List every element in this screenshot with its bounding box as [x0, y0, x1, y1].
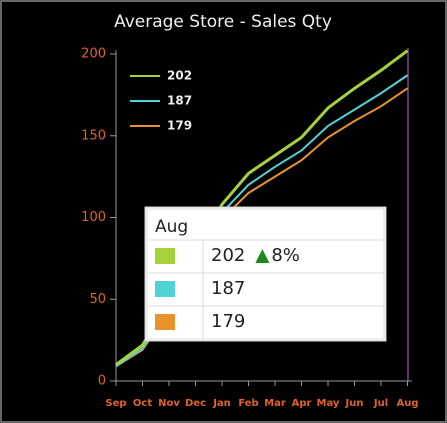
x-tick-label: Sep — [105, 398, 126, 409]
legend-label: 187 — [167, 94, 192, 108]
x-tick-label: Mar — [264, 398, 286, 409]
tooltip: Aug 202 8% 187 179 — [144, 206, 387, 342]
x-tick-label: Jul — [373, 398, 388, 409]
x-tick-label: Aug — [396, 398, 418, 409]
y-tick-label: 100 — [81, 210, 106, 225]
x-tick-label: Oct — [133, 398, 152, 409]
tooltip-box — [144, 206, 387, 342]
x-tick-label: Dec — [185, 398, 206, 409]
y-tick-label: 50 — [89, 292, 106, 307]
tooltip-inner — [146, 208, 385, 340]
y-tick-label: 200 — [81, 47, 106, 62]
tooltip-swatch — [155, 248, 175, 264]
tooltip-swatch — [155, 281, 175, 297]
y-tick-label: 0 — [98, 374, 106, 389]
tooltip-value: 179 — [211, 311, 245, 332]
legend: 202 187 179 — [130, 69, 192, 133]
tooltip-title: Aug — [155, 217, 188, 237]
chart-title: Average Store - Sales Qty — [114, 12, 332, 32]
x-tick-label: Feb — [238, 398, 258, 409]
x-tick-label: Apr — [292, 398, 312, 409]
tooltip-value: 187 — [211, 278, 245, 299]
up-arrow — [255, 249, 270, 263]
x-tick-label: May — [317, 398, 340, 409]
x-tick-label: Nov — [158, 398, 180, 409]
tooltip-change: 8% — [271, 245, 300, 266]
tooltip-value: 202 — [211, 245, 245, 266]
legend-label: 202 — [167, 69, 192, 83]
x-tick-label: Jun — [345, 398, 364, 409]
x-tick-label: Jan — [212, 398, 231, 409]
tooltip-swatch — [155, 314, 175, 330]
y-tick-label: 150 — [81, 128, 106, 143]
legend-label: 179 — [167, 119, 192, 133]
